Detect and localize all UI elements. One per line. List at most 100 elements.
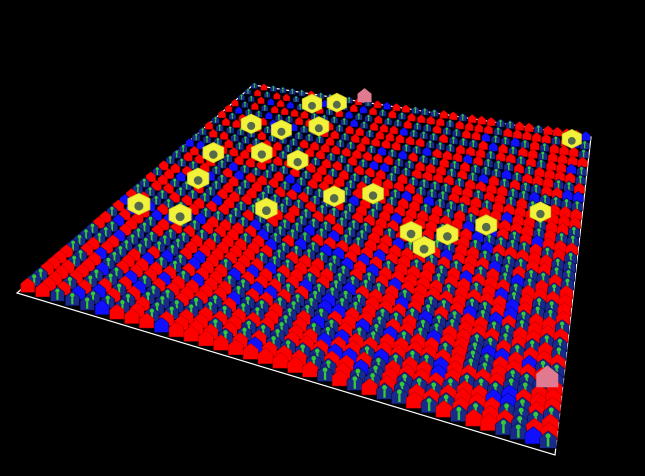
agent	[362, 151, 372, 161]
person-head	[176, 238, 180, 243]
house	[395, 133, 405, 144]
agent	[178, 143, 188, 153]
agent	[429, 131, 439, 142]
house	[290, 108, 299, 117]
house	[375, 130, 385, 140]
house	[559, 144, 569, 156]
agent	[354, 112, 363, 121]
house	[109, 303, 125, 320]
agent	[340, 131, 350, 141]
person-head	[518, 407, 524, 413]
house	[422, 170, 433, 181]
hex-core	[257, 150, 266, 159]
house	[352, 149, 362, 159]
agent	[524, 426, 542, 445]
house	[501, 168, 512, 180]
agent	[409, 128, 419, 138]
agent	[226, 125, 235, 134]
house	[512, 129, 522, 139]
person-head	[446, 284, 451, 289]
agent	[391, 386, 408, 405]
person-head	[410, 308, 415, 313]
house	[556, 222, 569, 236]
person-head	[432, 157, 436, 161]
person-head	[322, 367, 328, 373]
house	[566, 163, 577, 175]
person-head	[319, 308, 324, 313]
house	[449, 111, 458, 121]
person-head	[494, 135, 497, 139]
person-head	[470, 298, 475, 303]
house	[568, 146, 579, 157]
house	[315, 149, 325, 160]
person-head	[120, 300, 125, 305]
person-head	[285, 340, 291, 345]
person-head	[426, 304, 431, 309]
agent	[296, 175, 307, 187]
house	[564, 171, 576, 183]
house	[228, 161, 239, 172]
agent	[331, 369, 348, 387]
agent	[241, 135, 250, 145]
agent	[541, 184, 552, 197]
person-head	[508, 378, 514, 384]
person-head	[511, 188, 515, 192]
person-head	[346, 164, 350, 168]
person-head	[545, 433, 551, 439]
person-head	[478, 378, 484, 384]
agent	[408, 175, 419, 187]
agent	[394, 157, 404, 168]
person-head	[155, 302, 160, 307]
person-head	[110, 206, 114, 211]
agent	[217, 158, 227, 169]
house	[217, 187, 228, 200]
person-head	[341, 265, 346, 270]
house	[486, 116, 496, 127]
agent	[526, 156, 536, 167]
house	[35, 281, 50, 298]
agent	[505, 119, 515, 130]
person-head	[313, 113, 316, 116]
agent	[181, 194, 193, 206]
agent	[460, 161, 470, 172]
person-head	[286, 144, 290, 148]
agent	[464, 121, 474, 131]
agent	[480, 413, 498, 431]
agent	[415, 160, 425, 172]
person-head	[94, 269, 99, 274]
person-head	[299, 177, 303, 181]
agent	[515, 121, 524, 131]
agent	[265, 111, 273, 120]
person-head	[278, 226, 282, 230]
house	[391, 140, 401, 151]
person-head	[223, 259, 228, 263]
agent	[286, 101, 295, 109]
agent	[379, 123, 389, 133]
agent	[430, 108, 439, 118]
agent	[499, 176, 510, 188]
person-head	[157, 241, 161, 245]
person-head	[452, 136, 455, 140]
person-head	[433, 110, 436, 113]
person-head	[557, 338, 563, 344]
agent	[199, 191, 211, 203]
agent	[531, 132, 542, 142]
agent	[406, 391, 423, 409]
person-head	[323, 115, 326, 118]
house	[300, 110, 309, 119]
person-head	[438, 142, 442, 146]
person-head	[168, 229, 173, 233]
house	[406, 391, 423, 409]
house	[222, 167, 233, 178]
person-head	[397, 389, 402, 395]
person-head	[300, 344, 305, 349]
person-head	[537, 298, 542, 303]
agent	[569, 216, 581, 229]
agent	[537, 150, 548, 161]
agent	[349, 103, 358, 112]
person-head	[294, 245, 299, 250]
house	[234, 169, 245, 181]
agent	[326, 151, 336, 162]
agent	[388, 109, 397, 119]
person-head	[419, 186, 423, 190]
